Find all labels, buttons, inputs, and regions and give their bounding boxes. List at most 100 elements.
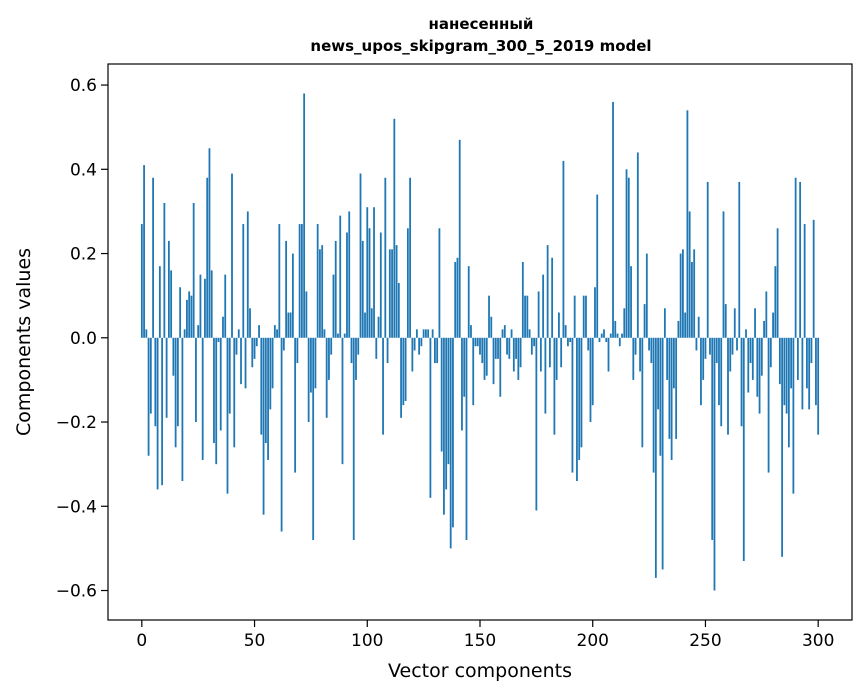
bar-36	[222, 316, 224, 338]
bar-177	[539, 337, 542, 372]
bar-31	[210, 270, 213, 338]
bar-42	[235, 337, 238, 355]
bar-146	[470, 325, 472, 338]
bar-149	[476, 337, 479, 347]
plot-frame	[107, 63, 853, 621]
bar-159	[499, 337, 502, 397]
bar-254	[713, 337, 716, 591]
bar-32	[213, 337, 215, 444]
bar-252	[709, 337, 711, 355]
bar-234	[668, 337, 671, 439]
bar-225	[648, 337, 650, 351]
bar-98	[361, 240, 364, 338]
chart-title-line1: нанесенный	[429, 15, 534, 33]
bar-127	[427, 329, 430, 338]
bar-281	[774, 266, 777, 338]
bar-218	[632, 337, 635, 380]
bar-168	[519, 337, 522, 368]
bar-52	[258, 325, 260, 338]
bar-80	[321, 245, 324, 338]
bar-157	[494, 337, 497, 359]
bar-246	[695, 337, 698, 351]
bar-161	[503, 325, 506, 338]
bar-140	[456, 257, 459, 338]
bar-20	[186, 299, 188, 338]
bar-112	[393, 118, 396, 338]
bar-104	[375, 337, 378, 359]
bar-130	[434, 337, 436, 364]
bar-99	[364, 312, 366, 338]
bar-282	[776, 228, 779, 338]
bar-262	[731, 337, 734, 355]
bar-285	[783, 337, 786, 406]
bar-68	[294, 337, 297, 473]
bar-102	[370, 308, 373, 338]
bar-107	[382, 337, 384, 435]
bar-81	[323, 329, 326, 338]
bar-251	[706, 181, 709, 338]
bar-74	[307, 337, 310, 423]
bar-287	[787, 337, 790, 448]
bar-154	[488, 295, 490, 338]
bar-15	[174, 337, 177, 448]
bar-166	[515, 337, 517, 359]
bar-258	[722, 211, 725, 338]
bar-165	[512, 337, 515, 372]
bar-197	[585, 295, 587, 338]
bar-77	[314, 337, 317, 389]
bar-211	[616, 333, 619, 338]
bar-94	[352, 337, 355, 540]
bar-291	[796, 337, 799, 380]
bar-233	[666, 337, 669, 380]
bar-195	[580, 337, 583, 448]
bar-261	[729, 337, 732, 372]
y-tick-label: 0.4	[70, 160, 97, 180]
bar-193	[576, 337, 578, 481]
bar-249	[702, 337, 705, 380]
bar-122	[415, 329, 418, 338]
bar-175	[535, 337, 538, 511]
bar-19	[183, 329, 186, 338]
bar-124	[420, 337, 423, 347]
bar-205	[603, 329, 605, 338]
x-tick-label: 0	[136, 631, 147, 651]
bar-56	[267, 337, 269, 460]
bar-61	[278, 224, 281, 338]
bar-220	[636, 152, 639, 338]
bar-257	[720, 337, 723, 427]
bar-224	[645, 253, 648, 338]
bar-203	[598, 337, 601, 342]
bar-73	[305, 291, 308, 338]
bar-169	[521, 261, 524, 338]
bar-248	[700, 337, 702, 406]
y-tick-label: 0.6	[70, 76, 97, 96]
x-tick-label: 100	[351, 631, 383, 651]
bar-14	[172, 337, 175, 376]
bar-83	[328, 337, 330, 380]
bar-78	[316, 224, 319, 338]
bar-117	[404, 337, 407, 401]
bar-260	[727, 337, 729, 435]
bar-57	[269, 337, 272, 410]
bar-158	[497, 337, 499, 359]
bar-48	[249, 308, 251, 338]
x-tick-label: 250	[689, 631, 721, 651]
bar-91	[346, 232, 348, 338]
bar-171	[526, 295, 529, 338]
bar-75	[310, 337, 312, 393]
bar-114	[397, 283, 400, 338]
bar-79	[319, 249, 321, 338]
bar-274	[758, 337, 761, 414]
bar-284	[781, 337, 784, 557]
bar-206	[605, 337, 608, 342]
bar-180	[546, 245, 549, 338]
bar-289	[792, 337, 795, 494]
bar-26	[199, 274, 202, 338]
bar-49	[251, 337, 254, 368]
bar-8	[158, 266, 161, 338]
bar-135	[445, 337, 448, 490]
bar-196	[582, 295, 585, 338]
y-ticks-group: −0.6 −0.4 −0.2 0.0 0.2 0.4 0.6	[56, 76, 108, 602]
bar-89	[341, 337, 344, 465]
